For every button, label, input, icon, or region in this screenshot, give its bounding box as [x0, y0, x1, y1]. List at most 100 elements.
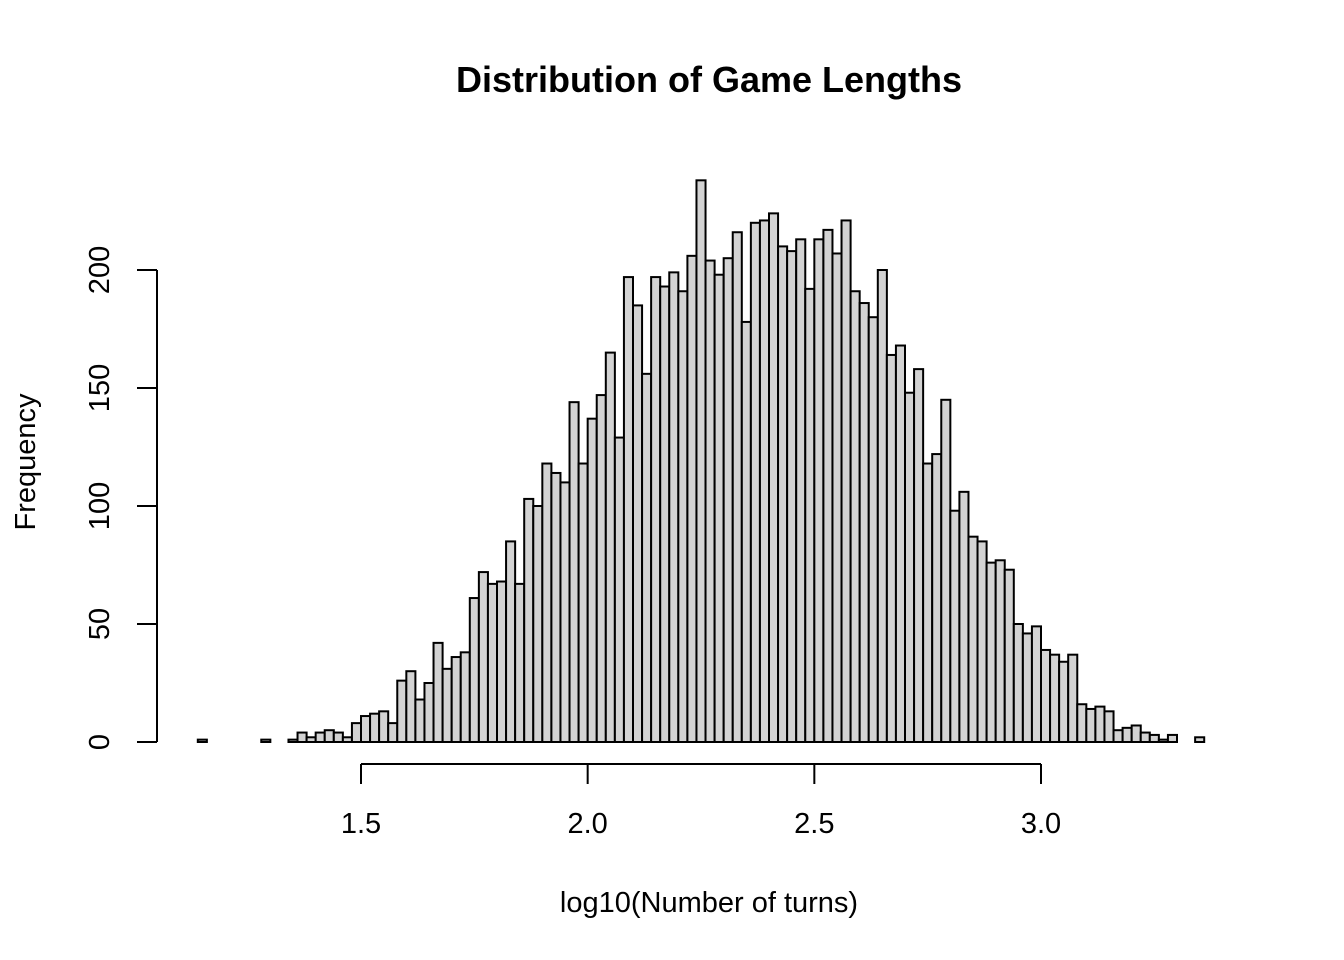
x-axis: 1.5 2.0 2.5 3.0 [341, 763, 1061, 840]
histogram-bar [396, 679, 408, 744]
histogram-bar [1030, 625, 1043, 743]
histogram-bar [350, 722, 362, 743]
histogram-bar [477, 571, 489, 744]
bars-group [196, 179, 1206, 744]
histogram-bar [713, 273, 725, 743]
y-tick-label: 150 [84, 364, 116, 412]
x-axis-label: log10(Number of turns) [560, 887, 858, 919]
histogram-bar [450, 656, 462, 743]
histogram-bar [976, 540, 988, 744]
histogram-bar [858, 302, 870, 743]
histogram-bar [550, 471, 562, 743]
histogram-bar [967, 535, 979, 743]
chart-title: Distribution of Game Lengths [456, 59, 962, 100]
histogram-bar [904, 391, 916, 743]
histogram-bar [414, 698, 426, 744]
histogram-bar [196, 738, 208, 744]
histogram-bar [1067, 653, 1079, 743]
histogram-bar [341, 736, 353, 744]
histogram-bar [441, 667, 453, 744]
histogram-bar [505, 540, 517, 744]
histogram-bar [994, 559, 1006, 744]
histogram-bar [296, 731, 308, 743]
y-axis: 0 50 100 150 200 [84, 246, 158, 750]
histogram-bar [922, 462, 934, 743]
histogram-bar [913, 368, 925, 743]
histogram-bar [577, 462, 589, 743]
histogram-bar [876, 269, 888, 743]
histogram-bar [813, 238, 825, 743]
histogram-bar [1049, 653, 1061, 743]
histogram-bar [804, 287, 816, 743]
histogram-bar [423, 682, 435, 743]
histogram-bar [668, 271, 680, 743]
histogram-bar [559, 481, 571, 743]
y-tick-label: 0 [84, 734, 116, 750]
histogram-bar [1040, 648, 1052, 744]
histogram-bar [360, 715, 372, 743]
x-tick-label: 3.0 [1021, 808, 1061, 840]
histogram-bar [1139, 731, 1151, 743]
histogram-bar [740, 320, 752, 743]
histogram-bar [949, 509, 961, 743]
histogram-bar [722, 257, 734, 743]
histogram-bar [632, 304, 644, 743]
histogram-bar [532, 505, 544, 743]
histogram-bar [1103, 710, 1115, 744]
histogram-bar [885, 353, 897, 743]
x-tick-label: 2.5 [794, 808, 834, 840]
histogram-bar [1157, 738, 1169, 744]
histogram-bar [1094, 705, 1106, 743]
histogram-bar [1194, 736, 1206, 744]
y-axis-label: Frequency [10, 393, 42, 531]
x-tick-label: 2.0 [568, 808, 608, 840]
histogram-bar [595, 394, 607, 743]
histogram-bar [622, 276, 634, 743]
histogram-bar [604, 351, 616, 743]
histogram-bar [1112, 729, 1124, 744]
histogram-bar [758, 219, 770, 743]
histogram-bar [931, 453, 943, 743]
histogram-bar [314, 731, 326, 743]
histogram-bar [486, 582, 498, 743]
histogram-bar [1012, 623, 1024, 743]
histogram-bar [1085, 707, 1097, 744]
histogram-bar [795, 238, 807, 743]
histogram-bar [849, 290, 861, 743]
histogram-bar [1166, 733, 1179, 743]
histogram-bar [1003, 568, 1015, 743]
histogram-bar [378, 710, 390, 744]
histogram-bar [514, 582, 526, 743]
y-tick-label: 200 [84, 246, 116, 294]
histogram-bar [332, 731, 344, 743]
histogram-bar [677, 290, 689, 743]
histogram-bar [686, 254, 698, 743]
histogram-bar [586, 417, 598, 743]
histogram-bar [768, 212, 780, 744]
histogram-bar [704, 259, 716, 743]
histogram-bar [1076, 703, 1088, 743]
histogram-bar [1121, 726, 1133, 744]
histogram-bar [749, 221, 761, 744]
histogram-bar [287, 738, 299, 744]
histogram-bar [867, 316, 879, 743]
histogram-bar [777, 245, 789, 743]
x-tick-label: 1.5 [341, 808, 381, 840]
histogram-bar [568, 401, 580, 743]
histogram-bar [305, 736, 317, 744]
histogram-bar [840, 219, 852, 743]
histogram-bar [613, 436, 625, 743]
histogram-bar [1130, 724, 1142, 743]
histogram-bar [496, 580, 508, 744]
histogram-bar [650, 276, 662, 743]
histogram-bar [468, 597, 480, 743]
histogram-bar [323, 729, 335, 744]
histogram-bar [541, 462, 553, 743]
histogram-bar [695, 179, 707, 743]
histogram-bar [940, 398, 952, 743]
y-tick-label: 50 [84, 608, 116, 640]
histogram-bar [432, 641, 444, 744]
histogram-bar [985, 561, 997, 744]
histogram-bar [958, 490, 970, 743]
